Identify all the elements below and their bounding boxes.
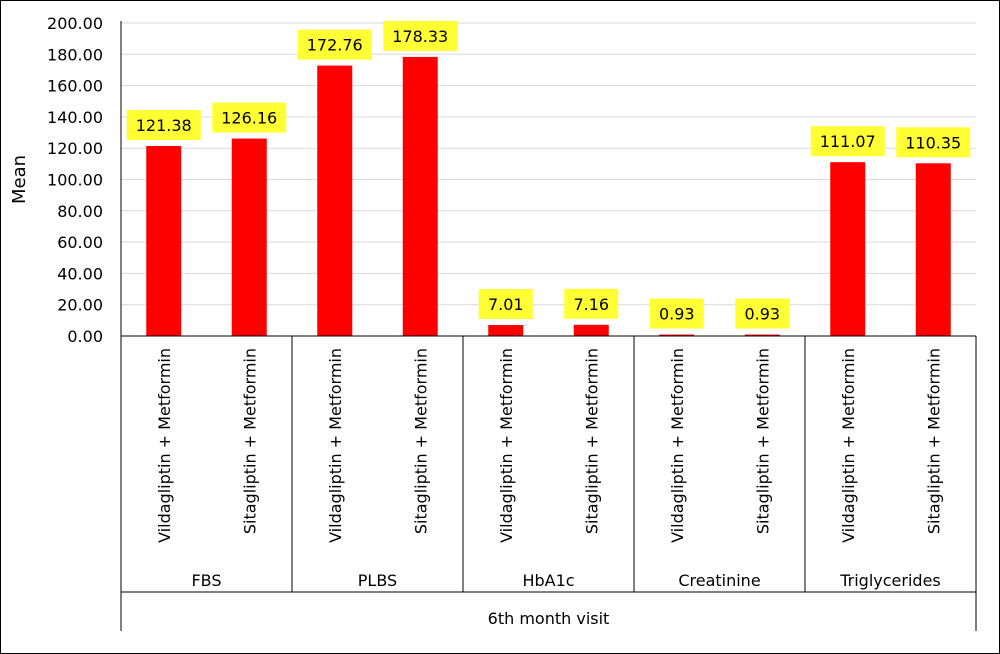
- bar: [488, 325, 524, 336]
- bar: [830, 162, 866, 336]
- category-label: Vildagliptin + Metformin: [155, 348, 174, 543]
- category-label: Sitagliptin + Metformin: [753, 348, 772, 534]
- data-label: 121.38: [136, 116, 192, 135]
- y-tick-label: 0.00: [67, 327, 103, 346]
- group-label: Creatinine: [678, 571, 760, 590]
- data-label-box: [297, 29, 372, 60]
- bars: [146, 56, 951, 337]
- data-label: 178.33: [392, 27, 448, 46]
- data-label-box: [212, 102, 287, 133]
- data-label: 126.16: [221, 109, 277, 128]
- category-label: Sitagliptin + Metformin: [582, 348, 601, 534]
- data-label: 172.76: [307, 36, 363, 55]
- data-label-box: [564, 288, 619, 319]
- outer-group-label: 6th month visit: [488, 609, 610, 628]
- data-label-box: [649, 298, 704, 329]
- category-label: Vildagliptin + Metformin: [668, 348, 687, 543]
- bar: [573, 324, 609, 336]
- y-tick-label: 140.00: [47, 108, 103, 127]
- group-label: FBS: [191, 571, 221, 590]
- data-label-box: [810, 126, 885, 157]
- y-tick-label: 100.00: [47, 171, 103, 190]
- y-tick-label: 20.00: [57, 296, 103, 315]
- y-tick-label: 120.00: [47, 139, 103, 158]
- category-label: Vildagliptin + Metformin: [839, 348, 858, 543]
- data-label-box: [735, 298, 790, 329]
- y-tick-label: 180.00: [47, 45, 103, 64]
- bar: [146, 146, 182, 336]
- data-label-box: [896, 127, 971, 158]
- category-label: Sitagliptin + Metformin: [924, 348, 943, 534]
- data-label: 0.93: [744, 305, 780, 324]
- bar: [659, 334, 695, 336]
- category-label: Vildagliptin + Metformin: [497, 348, 516, 543]
- data-label: 111.07: [820, 132, 876, 151]
- bar: [402, 56, 438, 337]
- bar: [744, 334, 780, 336]
- bar: [231, 138, 267, 336]
- y-tick-label: 60.00: [57, 233, 103, 252]
- group-label: HbA1c: [522, 571, 574, 590]
- group-label: PLBS: [358, 571, 397, 590]
- data-label: 7.16: [573, 295, 609, 314]
- data-labels: 121.38 126.16 172.76 178.33 7.01 7.16 0.93 0.93…: [126, 20, 971, 329]
- data-label: 7.01: [488, 295, 524, 314]
- category-axis: Vildagliptin + Metformin Sitagliptin + Me…: [155, 348, 944, 628]
- data-label-box: [478, 289, 533, 320]
- data-label-box: [126, 110, 201, 141]
- bar: [915, 163, 951, 336]
- y-tick-label: 80.00: [57, 202, 103, 221]
- group-label: Triglycerides: [839, 571, 941, 590]
- data-label: 110.35: [905, 133, 961, 152]
- y-axis-ticks: 0.00 20.00 40.00 60.00 80.00 100.00 120.00 140.…: [47, 14, 103, 346]
- data-label-box: [383, 20, 458, 51]
- y-tick-label: 200.00: [47, 14, 103, 33]
- category-label: Vildagliptin + Metformin: [326, 348, 345, 543]
- data-label: 0.93: [659, 305, 695, 324]
- axes: [120, 21, 977, 631]
- y-axis-title: Mean: [9, 155, 30, 204]
- category-label: Sitagliptin + Metformin: [411, 348, 430, 534]
- y-tick-label: 40.00: [57, 264, 103, 283]
- category-label: Sitagliptin + Metformin: [240, 348, 259, 534]
- y-tick-label: 160.00: [47, 77, 103, 96]
- bar: [317, 65, 353, 336]
